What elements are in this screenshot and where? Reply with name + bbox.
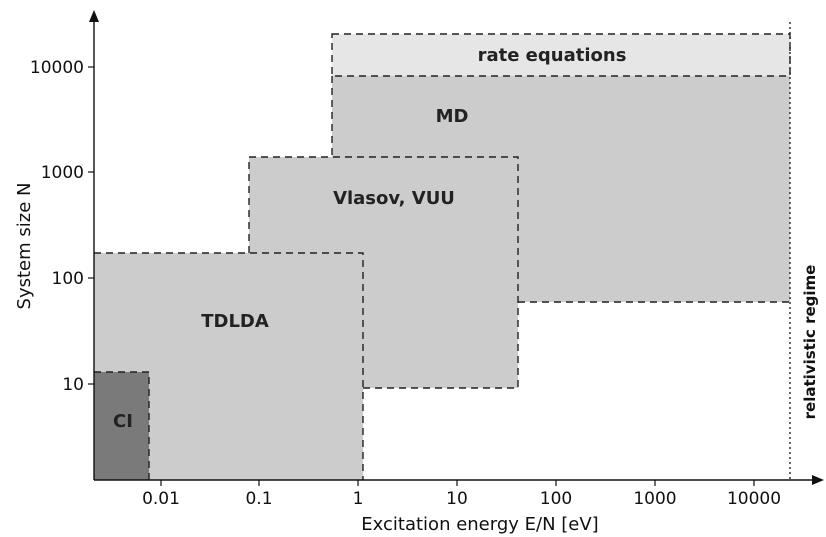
x-tick-label: 1: [353, 489, 364, 509]
vlasov-border: [248, 156, 519, 389]
region-borders: [94, 33, 791, 480]
tdlda-border: [94, 252, 364, 480]
ci-label: CI: [113, 411, 133, 432]
y-axis-title: System size N: [14, 183, 35, 310]
x-tick-label: 1000: [633, 489, 676, 509]
rate-equations-border: [331, 33, 791, 77]
x-tick-label: 0.01: [142, 489, 180, 509]
x-axis-title: Excitation energy E/N [eV]: [361, 514, 598, 535]
vlasov-vuu-label: Vlasov, VUU: [333, 188, 455, 209]
y-tick-marks: [88, 66, 94, 385]
x-axis-arrowhead: [812, 475, 824, 485]
x-tick-marks: [160, 480, 755, 486]
y-tick-label: 1000: [41, 163, 84, 183]
x-tick-labels: 0.01 0.1 1 10 100 1000 10000: [142, 489, 781, 509]
x-tick-label: 0.1: [245, 489, 272, 509]
y-tick-labels: 10000 1000 100 10: [30, 58, 84, 395]
y-axis-arrowhead: [89, 10, 99, 22]
y-tick-label: 10: [62, 375, 84, 395]
axes: [93, 18, 815, 481]
filled-regions: [94, 34, 790, 480]
tdlda-label: TDLDA: [201, 311, 269, 332]
rate-equations-region-fill: [332, 34, 790, 76]
md-region-fill: [332, 76, 790, 302]
y-tick-label: 100: [52, 269, 84, 289]
md-label: MD: [436, 106, 469, 127]
ci-border: [94, 371, 150, 480]
x-tick-label: 10000: [727, 489, 781, 509]
relativistic-regime-label: relativistic regime: [801, 265, 819, 420]
rate-equations-label: rate equations: [478, 45, 627, 66]
ci-region-fill: [94, 372, 149, 480]
x-tick-label: 10: [446, 489, 468, 509]
x-tick-label: 100: [540, 489, 572, 509]
y-tick-label: 10000: [30, 58, 84, 78]
